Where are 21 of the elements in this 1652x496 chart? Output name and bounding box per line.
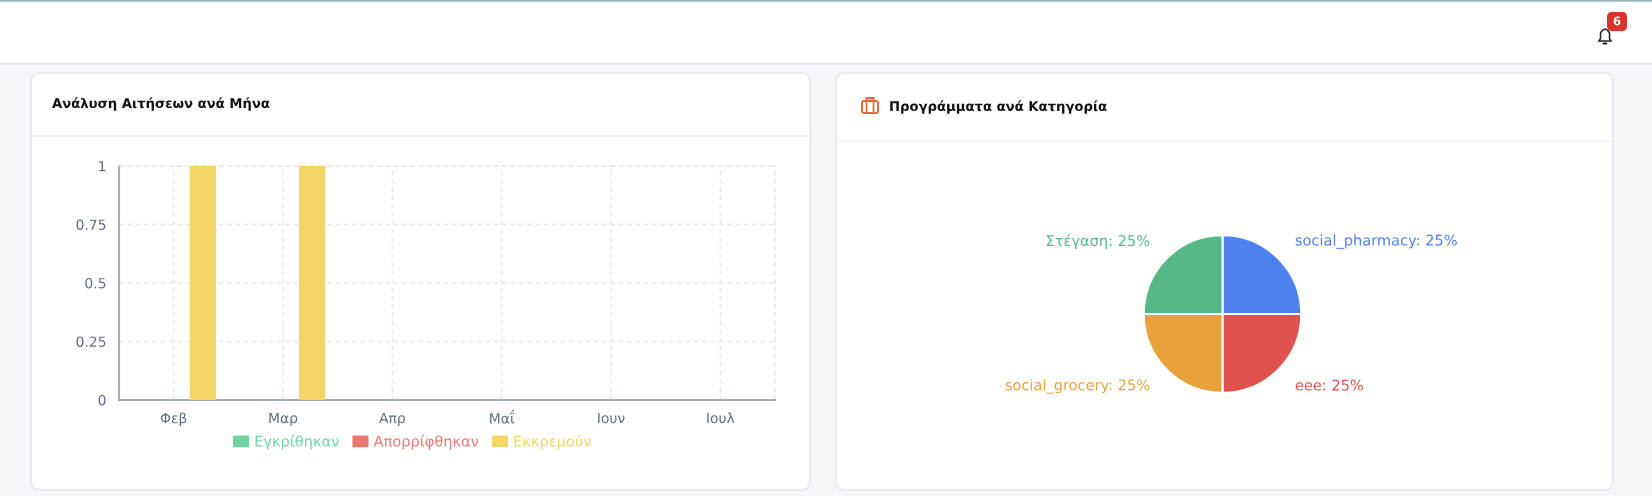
legend-label: Εγκρίθηκαν <box>255 434 339 450</box>
y-tick-label: 0.25 <box>76 336 106 347</box>
slice-label: Στέγαση: 25% <box>1046 234 1150 249</box>
legend-label: Απορρίφθηκαν <box>373 434 479 450</box>
legend-label: Εκκρεμούν <box>514 434 591 450</box>
text: 6 <box>1613 16 1621 26</box>
x-tick-label: Μαρ <box>269 412 298 426</box>
x-tick-label: Ιουν <box>598 412 625 424</box>
chart-title: Ανάλυση Αιτήσεων ανά Μήνα <box>52 97 270 111</box>
y-tick-label: 1 <box>99 161 106 172</box>
slice-label: eee: 25% <box>1295 379 1363 391</box>
y-tick-label: 0.75 <box>76 219 106 230</box>
y-tick-label: 0 <box>98 394 106 406</box>
x-tick-label: Φεβ <box>160 412 187 427</box>
x-tick-label: Μαΐ <box>490 409 515 424</box>
y-tick-label: 0.5 <box>85 277 106 289</box>
x-tick-label: Ιουλ <box>707 412 735 424</box>
slice-label: social_pharmacy: 25% <box>1295 234 1457 249</box>
slice-label: social_grocery: 25% <box>1005 379 1150 394</box>
chart-title: Προγράμματα ανά Κατηγορία <box>890 100 1107 114</box>
x-tick-label: Απρ <box>379 412 405 426</box>
